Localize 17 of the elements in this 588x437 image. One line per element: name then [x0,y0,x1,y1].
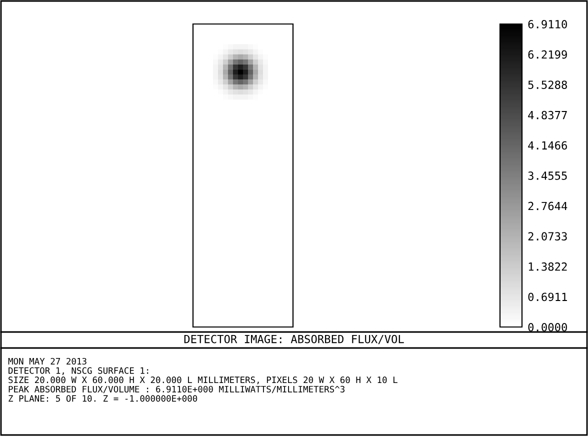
color-bar-label: 4.8377 [528,110,567,120]
color-bar-label: 1.3822 [528,262,567,271]
color-bar-label: 2.0733 [528,232,567,241]
color-bar-label: 0.0000 [528,323,567,332]
text: Z PLANE: 5 OF 10. Z = -1.000000E+000 [8,395,198,402]
color-bar-label: 4.1466 [528,141,567,150]
text: PEAK ABSORBED FLUX/VOLUME : 6.9110E+000 MILLIWATTS/MILLIMETERS^3 [8,386,344,394]
color-bar-label: 3.4555 [528,172,567,180]
text: MON MAY 27 2013 [8,358,86,365]
color-bar-label: 5.5288 [528,80,567,90]
text: DETECTOR 1, NSCG SURFACE 1: [8,367,148,375]
color-bar-label: 6.9110 [528,20,567,28]
color-bar-label: 6.2199 [528,50,567,59]
text: DETECTOR IMAGE: ABSORBED FLUX/VOL [184,334,404,344]
color-bar-label: 0.6911 [528,292,567,302]
text: SIZE 20.000 W X 60.000 H X 20.000 L MILLIMETERS, PIXELS 20 W X 60 H X 10 L [8,376,398,384]
color-bar-label: 2.7644 [528,202,568,210]
